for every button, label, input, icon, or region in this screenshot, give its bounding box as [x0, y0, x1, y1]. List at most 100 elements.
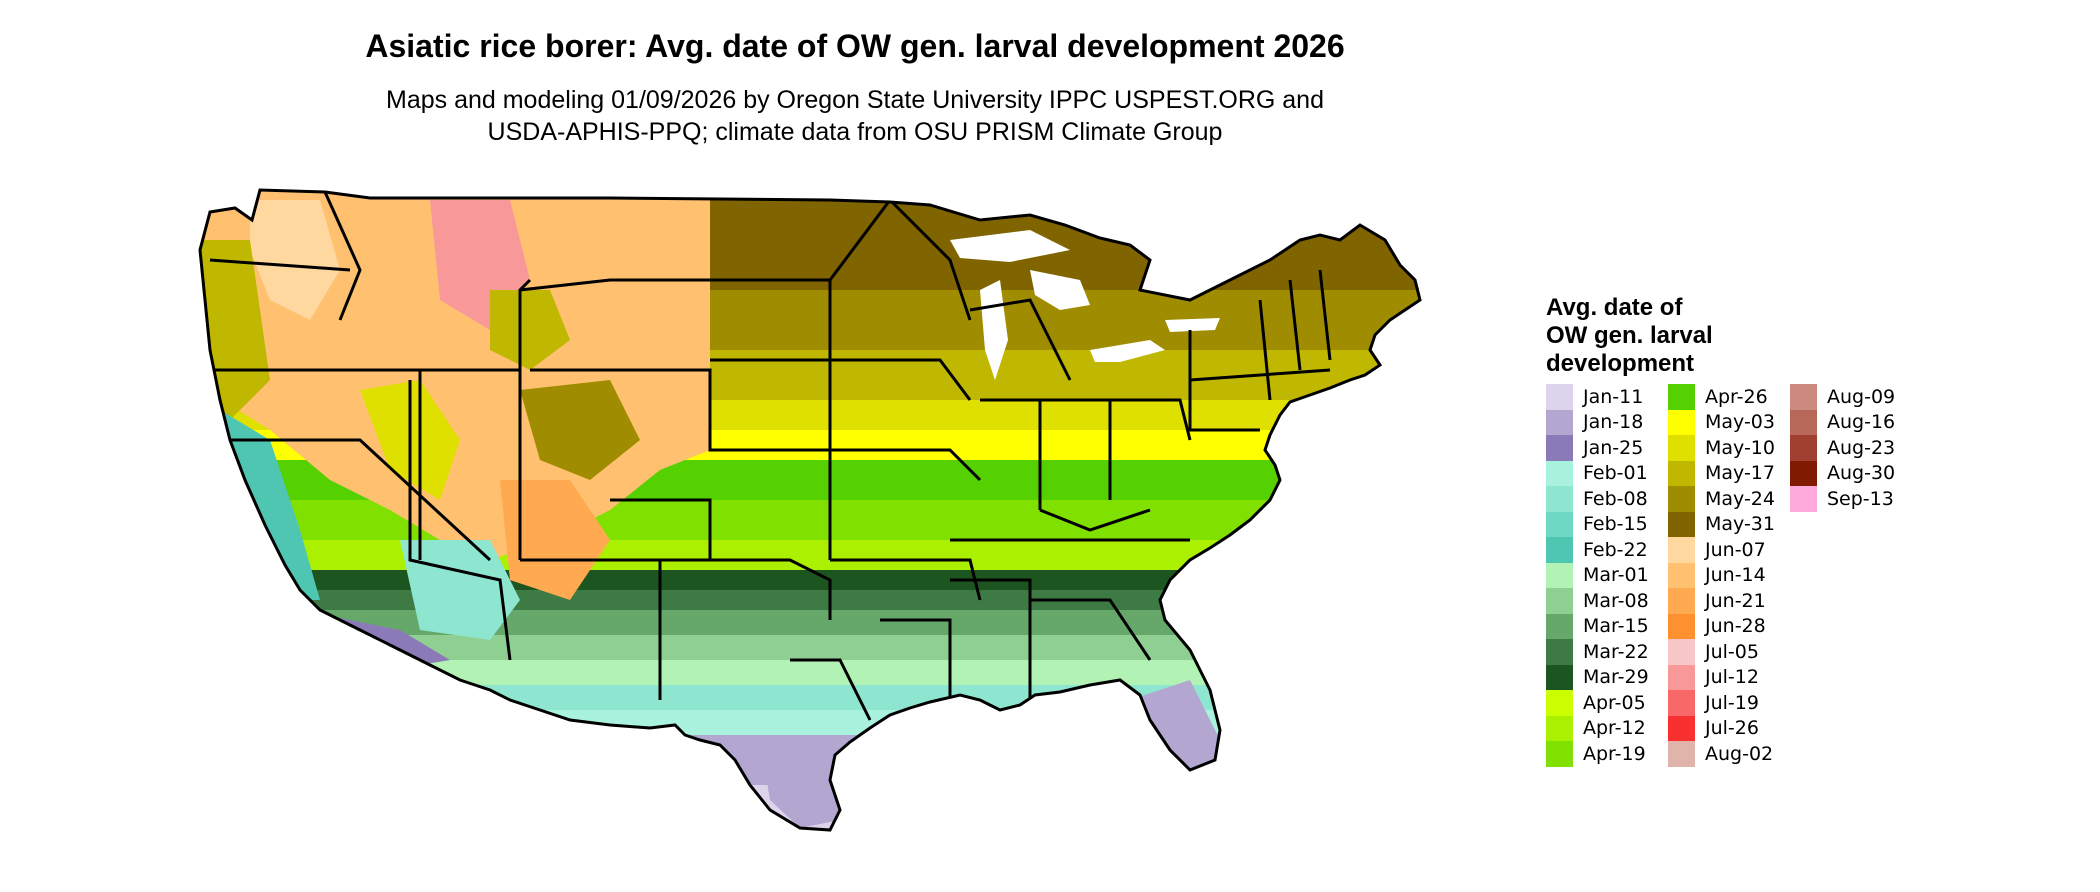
legend-label: Mar-01: [1583, 564, 1649, 587]
legend-swatch: [1668, 562, 1695, 588]
legend-swatch: [1668, 384, 1695, 410]
map-title: Asiatic rice borer: Avg. date of OW gen.…: [365, 28, 1345, 64]
legend-item: May-31: [1668, 511, 1775, 537]
legend-item: Jan-25: [1546, 435, 1649, 461]
legend-item: Aug-02: [1668, 741, 1775, 767]
legend-item: Aug-16: [1790, 409, 1896, 435]
legend-swatch: [1546, 384, 1573, 410]
legend-swatch: [1668, 486, 1695, 512]
us-map: [198, 188, 1422, 832]
legend-item: Feb-22: [1546, 537, 1649, 563]
legend-label: Feb-15: [1583, 513, 1648, 536]
legend-item: Feb-15: [1546, 511, 1649, 537]
legend-label: Jun-07: [1705, 538, 1766, 561]
legend-item: Jun-28: [1668, 613, 1775, 639]
legend-swatch: [1668, 435, 1695, 461]
legend-item: Jan-18: [1546, 409, 1649, 435]
legend-item: Apr-12: [1546, 715, 1649, 741]
legend-item: Jul-26: [1668, 715, 1775, 741]
legend-swatch: [1546, 435, 1573, 461]
legend-item: Jun-14: [1668, 562, 1775, 588]
legend-label: May-24: [1705, 487, 1775, 510]
legend-item: Jul-05: [1668, 639, 1775, 665]
legend-label: May-31: [1705, 513, 1775, 536]
legend-column-3: Aug-09 Aug-16 Aug-23 Aug-30 Sep-13: [1790, 384, 1895, 512]
legend-label: Apr-19: [1583, 742, 1646, 765]
legend-label: Aug-30: [1827, 462, 1896, 485]
legend-label: Mar-15: [1583, 615, 1649, 638]
legend-label: Jun-14: [1705, 564, 1766, 587]
legend-label: Apr-26: [1705, 385, 1768, 408]
legend-label: Aug-09: [1827, 385, 1896, 408]
legend-swatch: [1546, 639, 1573, 665]
legend-label: Jun-28: [1705, 615, 1766, 638]
legend-item: Feb-08: [1546, 486, 1649, 512]
legend-item: Jul-19: [1668, 690, 1775, 716]
legend-label: Aug-16: [1827, 411, 1896, 434]
legend-item: May-10: [1668, 435, 1775, 461]
legend-swatch: [1546, 613, 1573, 639]
legend-label: May-10: [1705, 436, 1775, 459]
legend-item: Jun-07: [1668, 537, 1775, 563]
legend-item: Aug-23: [1790, 435, 1895, 461]
legend-swatch: [1668, 511, 1695, 537]
legend-item: Aug-09: [1790, 384, 1895, 410]
legend-swatch: [1790, 435, 1817, 461]
legend-label: Jan-11: [1583, 385, 1644, 408]
legend-label: Feb-22: [1583, 538, 1648, 561]
legend-swatch: [1668, 537, 1695, 563]
legend-item: Aug-30: [1790, 460, 1896, 486]
legend-column-2: Apr-26 May-03 May-10 May-17 May-24 May-31 Jun-…: [1668, 384, 1775, 767]
legend-label: May-17: [1705, 462, 1775, 485]
legend-column-1: Jan-11 Jan-18 Jan-25 Feb-01 Feb-08 Feb-15 Feb-…: [1546, 384, 1649, 767]
legend-label: Jul-26: [1705, 717, 1759, 740]
legend-item: Sep-13: [1790, 486, 1895, 512]
legend-item: Mar-29: [1546, 664, 1649, 690]
map-subtitle: Maps and modeling 01/09/2026 by Oregon S…: [240, 84, 1470, 148]
legend-label: Jul-19: [1705, 691, 1759, 714]
legend-item: May-24: [1668, 486, 1775, 512]
legend-swatch: [1546, 588, 1573, 614]
legend-label: Apr-12: [1583, 717, 1646, 740]
legend-swatch: [1668, 409, 1695, 435]
legend-item: Mar-15: [1546, 613, 1649, 639]
legend-label: May-03: [1705, 411, 1775, 434]
legend-title-line-2: OW gen. larval: [1546, 322, 1713, 349]
legend-swatch: [1546, 409, 1573, 435]
legend-swatch: [1668, 741, 1695, 767]
legend-title-line-3: development: [1546, 350, 1695, 377]
legend-swatch: [1546, 562, 1573, 588]
subtitle-line-2: USDA-APHIS-PPQ; climate data from OSU PR…: [487, 118, 1223, 146]
legend-swatch: [1546, 486, 1573, 512]
legend-item: Apr-05: [1546, 690, 1649, 716]
legend-swatch: [1668, 690, 1695, 716]
legend-item: Feb-01: [1546, 460, 1649, 486]
legend-label: Jul-12: [1705, 666, 1759, 689]
legend-swatch: [1790, 384, 1817, 410]
subtitle-line-1: Maps and modeling 01/09/2026 by Oregon S…: [386, 86, 1324, 114]
legend-swatch: [1668, 715, 1695, 741]
legend-swatch: [1546, 511, 1573, 537]
legend-swatch: [1546, 664, 1573, 690]
legend-swatch: [1546, 537, 1573, 563]
legend-item: Mar-08: [1546, 588, 1649, 614]
legend-label: Mar-22: [1583, 640, 1649, 663]
legend-label: Feb-01: [1583, 462, 1648, 485]
legend-label: Jun-21: [1705, 589, 1766, 612]
legend-label: Jul-05: [1705, 640, 1759, 663]
legend-item: May-17: [1668, 460, 1775, 486]
legend-swatch: [1668, 664, 1695, 690]
legend-label: Mar-08: [1583, 589, 1649, 612]
legend-label: Aug-23: [1827, 436, 1896, 459]
legend-swatch: [1668, 613, 1695, 639]
legend-item: Jul-12: [1668, 664, 1775, 690]
legend-item: Apr-19: [1546, 741, 1649, 767]
legend-label: Sep-13: [1827, 487, 1894, 510]
legend-swatch: [1668, 460, 1695, 486]
legend-label: Aug-02: [1705, 742, 1774, 765]
legend-item: Mar-01: [1546, 562, 1649, 588]
legend-swatch: [1790, 486, 1817, 512]
legend-swatch: [1546, 715, 1573, 741]
legend-label: Jan-18: [1583, 411, 1644, 434]
legend-swatch: [1790, 460, 1817, 486]
